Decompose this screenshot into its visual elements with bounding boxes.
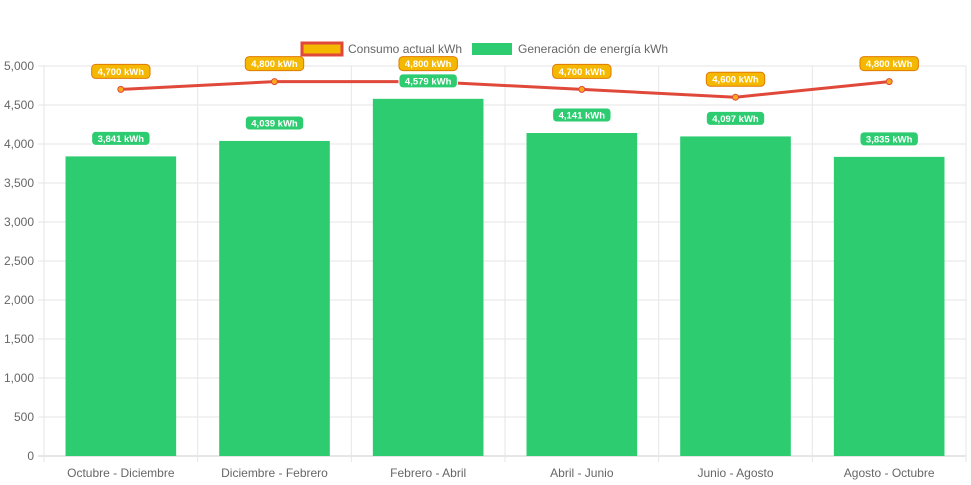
line-data-label-box <box>398 56 458 72</box>
x-tick-label: Abril - Junio <box>550 466 614 480</box>
y-tick-label: 4,500 <box>4 98 34 112</box>
bar-data-label: 4,141 kWh <box>552 107 612 123</box>
bar-data-label-text: 3,835 kWh <box>866 134 913 145</box>
x-tick-label: Junio - Agosto <box>697 466 773 480</box>
line-point <box>732 93 739 101</box>
bar <box>372 98 484 456</box>
bar-data-label-box <box>859 131 919 147</box>
legend-swatch-consumo[interactable] <box>300 41 344 57</box>
line-data-label-text: 4,800 kWh <box>866 59 913 70</box>
x-tick-label: Octubre - Diciembre <box>67 466 175 480</box>
legend: Consumo actual kWh Generación de energía… <box>300 41 668 57</box>
line-data-label-text: 4,800 kWh <box>405 59 452 70</box>
bar <box>219 140 330 456</box>
line-point <box>578 85 586 93</box>
bar-data-label: 4,039 kWh <box>244 115 305 131</box>
line-data-label-text: 4,800 kWh <box>251 59 298 70</box>
line-point <box>885 78 893 86</box>
bar-data-label-text: 4,579 kWh <box>405 76 452 87</box>
line-data-label: 4,600 kWh <box>705 71 766 87</box>
bar <box>833 156 945 456</box>
y-tick-label: 1,500 <box>4 332 34 346</box>
bar-data-label-box <box>552 107 612 123</box>
bar-data-label-box <box>91 130 151 146</box>
bar-data-label-box <box>244 115 305 131</box>
bar-data-label-text: 4,097 kWh <box>712 114 759 125</box>
legend-label-generacion[interactable]: Generación de energía kWh <box>518 42 668 56</box>
x-tick-label: Diciembre - Febrero <box>221 466 328 480</box>
line-point <box>271 78 278 86</box>
x-tick-label: Agosto - Octubre <box>844 466 935 480</box>
line-data-label: 4,700 kWh <box>91 63 151 79</box>
line-data-label: 4,800 kWh <box>244 56 305 72</box>
line-data-label-box <box>552 63 612 79</box>
y-tick-label: 2,000 <box>4 293 34 307</box>
y-tick-label: 2,500 <box>4 254 34 268</box>
y-tick-label: 0 <box>27 449 34 463</box>
legend-label-consumo[interactable]: Consumo actual kWh <box>348 42 462 56</box>
y-tick-label: 4,000 <box>4 137 34 151</box>
line-data-label-box <box>859 56 919 72</box>
bar-data-label-text: 4,039 kWh <box>251 118 298 129</box>
bar-data-label: 3,835 kWh <box>859 131 919 147</box>
bar-data-label: 3,841 kWh <box>91 130 151 146</box>
line-data-label: 4,700 kWh <box>552 63 612 79</box>
line-data-label-box <box>91 63 151 79</box>
bar <box>65 156 177 457</box>
y-tick-label: 500 <box>14 410 34 424</box>
bar-data-label-text: 3,841 kWh <box>98 134 145 145</box>
y-tick-label: 1,000 <box>4 371 34 385</box>
bar-series <box>65 98 945 457</box>
line-point <box>117 85 125 93</box>
legend-swatch-generacion[interactable] <box>472 43 512 55</box>
bar-data-label: 4,579 kWh <box>398 73 458 89</box>
y-tick-label: 3,500 <box>4 176 34 190</box>
bar-data-label-box <box>705 110 766 126</box>
line-data-label-text: 4,700 kWh <box>98 67 145 78</box>
bar-data-label: 4,097 kWh <box>705 110 766 126</box>
data-labels: 3,841 kWh 4,039 kWh 4,579 kWh 4,141 kWh 4,09… <box>91 56 919 147</box>
line-data-label-text: 4,700 kWh <box>559 67 606 78</box>
bar-data-label-box <box>398 73 458 89</box>
line-data-label-box <box>705 71 766 87</box>
line-data-label: 4,800 kWh <box>859 56 919 72</box>
bar <box>526 133 638 456</box>
y-axis: 0 500 1,000 1,500 2,000 2,500 3,000 3,500 4,000 4… <box>4 59 34 463</box>
y-tick-label: 3,000 <box>4 215 34 229</box>
bar <box>680 136 791 456</box>
y-tick-label: 5,000 <box>4 59 34 73</box>
line-data-label: 4,800 kWh <box>398 56 458 72</box>
gridlines <box>38 65 967 462</box>
bar-data-label-text: 4,141 kWh <box>559 111 606 122</box>
line-data-label-box <box>244 56 305 72</box>
line-data-label-text: 4,600 kWh <box>712 75 759 86</box>
x-axis: Octubre - Diciembre Diciembre - Febrero Fe… <box>67 466 935 480</box>
x-tick-label: Febrero - Abril <box>390 466 466 480</box>
line-path <box>120 80 890 99</box>
